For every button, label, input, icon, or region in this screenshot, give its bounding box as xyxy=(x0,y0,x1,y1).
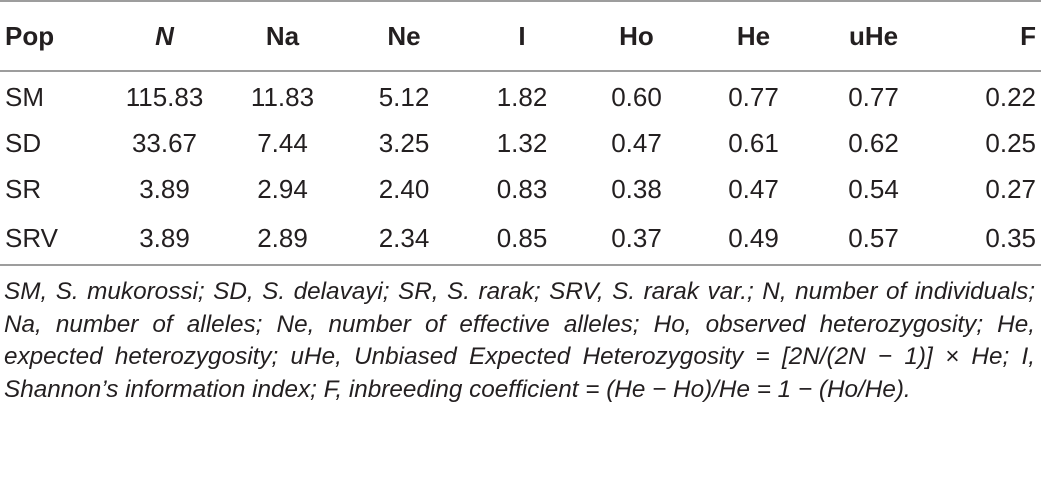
cell-ho: 0.38 xyxy=(611,173,662,204)
header-uhe: uHe xyxy=(814,0,933,72)
cell-n: 115.83 xyxy=(125,81,204,112)
cell-na: 11.83 xyxy=(250,81,315,112)
cell-pop: SRV xyxy=(0,212,108,266)
header-pop: Pop xyxy=(0,0,108,72)
cell-he: 0.61 xyxy=(728,127,779,158)
table-footnote: SM, S. mukorossi; SD, S. delavayi; SR, S… xyxy=(4,278,1035,403)
table-row: SRV 3.89 2.89 2.34 0.85 0.37 0.49 0.57 0… xyxy=(0,212,1041,266)
table-row: SR 3.89 2.94 2.40 0.83 0.38 0.47 0.54 0.… xyxy=(0,166,1041,212)
header-n: N xyxy=(108,0,221,72)
cell-n: 3.89 xyxy=(139,173,190,204)
cell-uhe: 0.57 xyxy=(814,212,933,266)
cell-f: 0.22 xyxy=(985,81,1036,112)
cell-n: 33.67 xyxy=(131,127,198,158)
cell-ne: 2.40 xyxy=(378,173,430,204)
cell-i: 1.82 xyxy=(496,81,548,112)
cell-he: 0.47 xyxy=(728,173,779,204)
cell-uhe: 0.77 xyxy=(848,81,899,112)
header-f: F xyxy=(933,0,1041,72)
table-row: SD 33.67 7.44 3.25 1.32 0.47 0.61 0.62 0… xyxy=(0,120,1041,166)
cell-ho: 0.60 xyxy=(611,81,662,112)
header-he: He xyxy=(693,0,814,72)
cell-i: 1.32 xyxy=(496,127,548,158)
cell-i: 0.83 xyxy=(496,173,548,204)
table-row: SM 115.83 11.83 5.12 1.82 0.60 0.77 0.77… xyxy=(0,71,1041,120)
cell-na: 2.89 xyxy=(221,212,344,266)
cell-pop: SD xyxy=(5,127,42,158)
cell-ne: 3.25 xyxy=(378,127,430,158)
cell-ne: 5.12 xyxy=(378,81,430,112)
header-ho: Ho xyxy=(580,0,693,72)
cell-he: 0.49 xyxy=(693,212,814,266)
cell-ho: 0.37 xyxy=(580,212,693,266)
cell-na: 7.44 xyxy=(257,127,308,158)
header-row: Pop N Na Ne I Ho He uHe F xyxy=(0,0,1041,72)
cell-pop: SR xyxy=(5,173,42,204)
cell-ne: 2.34 xyxy=(344,212,464,266)
cell-i: 0.85 xyxy=(464,212,580,266)
cell-uhe: 0.62 xyxy=(848,127,899,158)
cell-pop: SM xyxy=(5,81,44,112)
cell-na: 2.94 xyxy=(257,173,308,204)
header-na: Na xyxy=(221,0,344,72)
header-i: I xyxy=(464,0,580,72)
header-ne: Ne xyxy=(344,0,464,72)
cell-n: 3.89 xyxy=(108,212,221,266)
cell-f: 0.35 xyxy=(933,212,1041,266)
cell-he: 0.77 xyxy=(728,81,779,112)
cell-f: 0.25 xyxy=(985,127,1036,158)
table-header: Pop N Na Ne I Ho He uHe F xyxy=(0,0,1041,72)
table-body: SM 115.83 11.83 5.12 1.82 0.60 0.77 0.77… xyxy=(0,71,1041,266)
cell-f: 0.27 xyxy=(985,173,1036,204)
cell-uhe: 0.54 xyxy=(848,173,899,204)
population-genetics-table: Pop N Na Ne I Ho He uHe F SM 115.83 11.8… xyxy=(0,0,1041,266)
cell-ho: 0.47 xyxy=(611,127,662,158)
